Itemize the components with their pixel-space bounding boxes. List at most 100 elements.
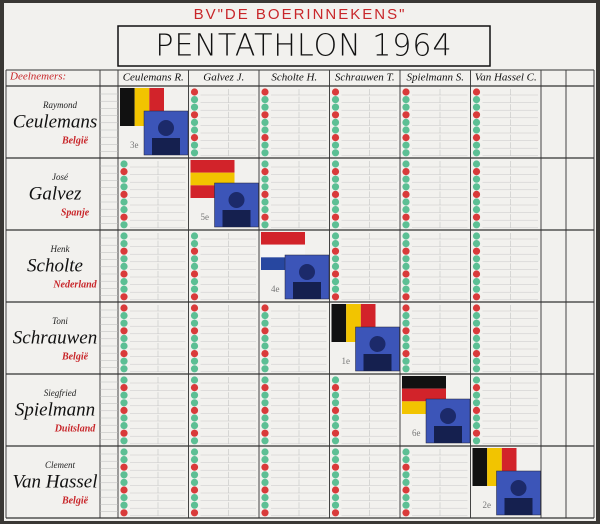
result-dot (402, 149, 410, 157)
country: Spanje (61, 207, 90, 218)
result-dot (120, 206, 128, 214)
result-dot (402, 240, 410, 248)
result-dot (472, 342, 481, 350)
result-dot (120, 278, 128, 286)
result-dot (120, 304, 128, 312)
result-dot (402, 232, 410, 240)
result-dot (261, 96, 269, 104)
result-dot (120, 448, 128, 456)
photo-head (158, 120, 174, 136)
result-dot (331, 399, 340, 407)
result-dot (402, 221, 410, 229)
result-dot (261, 384, 269, 392)
result-dot (472, 149, 481, 157)
result-dot (261, 437, 269, 445)
result-dot (261, 448, 269, 456)
flag-stripe (261, 244, 305, 258)
result-dot (190, 96, 199, 104)
result-dot (120, 183, 128, 191)
result-dot (261, 221, 269, 229)
flag-stripe (472, 448, 488, 486)
result-dot (472, 190, 481, 198)
result-dot (331, 240, 340, 248)
result-dot (261, 312, 269, 320)
result-dot (472, 384, 481, 392)
last-name: Ceulemans (13, 111, 97, 132)
result-dot (402, 270, 410, 278)
last-name: Schrauwen (13, 327, 97, 348)
result-dot (261, 486, 269, 494)
result-dot (472, 304, 481, 312)
country: België (61, 495, 89, 506)
result-dot (120, 376, 128, 384)
result-dot (261, 391, 269, 399)
result-dot (120, 494, 128, 502)
result-dot (472, 213, 481, 221)
result-dot (472, 240, 481, 248)
result-dot (472, 126, 481, 134)
result-dot (402, 190, 410, 198)
result-dot (261, 463, 269, 471)
result-dot (190, 262, 199, 270)
result-dot (120, 384, 128, 392)
photo-head (510, 480, 527, 496)
result-dot (190, 463, 199, 471)
result-dot (120, 262, 128, 270)
result-dot (472, 334, 481, 342)
result-dot (261, 399, 269, 407)
result-dot (190, 342, 199, 350)
result-dot (402, 501, 410, 509)
first-name: Toni (52, 316, 68, 326)
first-name: Raymond (42, 100, 77, 110)
result-dot (120, 422, 128, 430)
result-dot (402, 334, 410, 342)
result-dot (472, 96, 481, 104)
result-dot (190, 327, 199, 335)
result-dot (261, 213, 269, 221)
result-dot (402, 342, 410, 350)
photo-body (434, 426, 462, 443)
result-dot (261, 206, 269, 214)
result-dot (402, 319, 410, 327)
result-dot (190, 406, 199, 414)
result-dot (331, 478, 340, 486)
result-dot (402, 126, 410, 134)
result-dot (190, 376, 199, 384)
result-dot (331, 213, 340, 221)
result-dot (120, 232, 128, 240)
result-dot (402, 255, 410, 263)
result-dot (120, 365, 128, 373)
result-dot (190, 437, 199, 445)
result-dot (402, 183, 410, 191)
result-dot (472, 175, 481, 183)
result-dot (261, 357, 269, 365)
result-dot (331, 293, 340, 301)
result-dot (331, 88, 340, 96)
result-dot (261, 134, 269, 142)
result-dot (402, 471, 410, 479)
result-dot (331, 141, 340, 149)
photo-body (504, 498, 533, 515)
result-dot (120, 319, 128, 327)
result-dot (331, 221, 340, 229)
flag-stripe (402, 388, 446, 402)
result-dot (190, 232, 199, 240)
result-dot (190, 88, 199, 96)
result-dot (261, 414, 269, 422)
result-dot (472, 103, 481, 111)
result-dot (261, 478, 269, 486)
result-dot (261, 126, 269, 134)
result-dot (402, 478, 410, 486)
result-dot (120, 357, 128, 365)
result-dot (261, 501, 269, 509)
result-dot (190, 391, 199, 399)
result-dot (472, 111, 481, 119)
result-dot (261, 190, 269, 198)
result-dot (472, 365, 481, 373)
flag-stripe (402, 376, 446, 389)
result-dot (402, 118, 410, 126)
result-dot (402, 463, 410, 471)
result-dot (190, 270, 199, 278)
result-dot (120, 168, 128, 176)
